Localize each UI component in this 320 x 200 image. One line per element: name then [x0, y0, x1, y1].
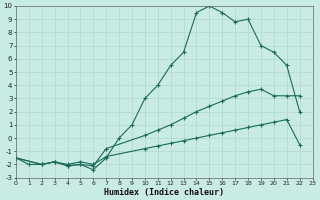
X-axis label: Humidex (Indice chaleur): Humidex (Indice chaleur) [104, 188, 224, 197]
